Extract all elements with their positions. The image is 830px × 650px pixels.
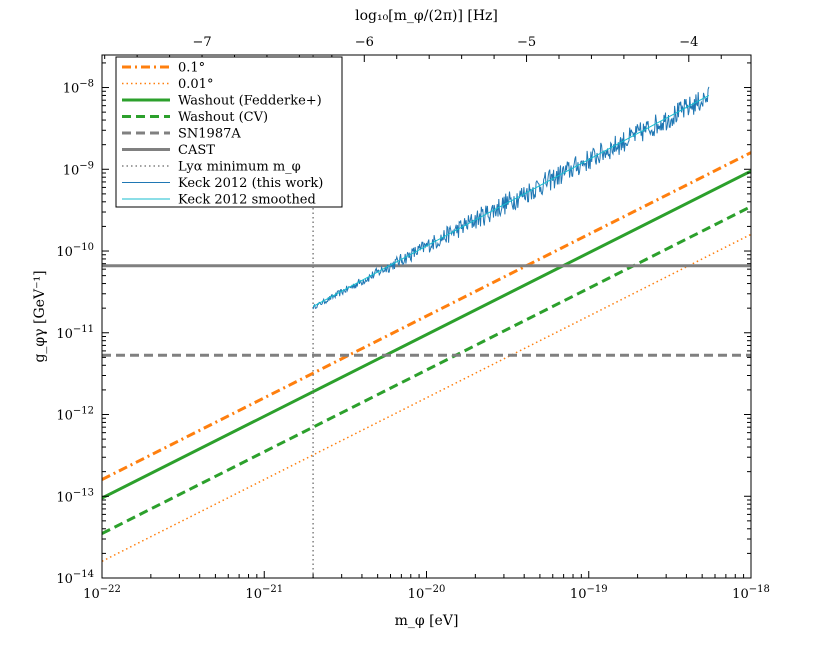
tick-exponent: −18	[749, 584, 770, 595]
series-keck-2012-smoothed	[312, 95, 710, 307]
series-keck-2012-this-work-	[312, 86, 710, 310]
tick-base: 10	[56, 409, 73, 424]
x-tick-label: 10−22	[83, 584, 121, 602]
top-tick-label: −4	[679, 35, 698, 50]
tick-base: 10	[56, 327, 73, 342]
tick-exponent: −12	[73, 406, 94, 417]
legend: 0.1°0.01° Washout (Fedderke+)Washout (CV)…	[115, 56, 343, 208]
legend-label: SN1987A	[178, 127, 241, 142]
series-layer	[102, 55, 751, 578]
x-tick-label: 10−20	[408, 584, 446, 602]
axis-labels: 10−22 10−21 10−20 10−19 10−1810−1410−1310−12…	[32, 8, 770, 629]
tick-exponent: −11	[73, 324, 94, 335]
legend-label: Washout (CV)	[178, 110, 268, 125]
tick-exponent: −13	[73, 487, 94, 498]
x-axis-label: m_φ [eV]	[395, 613, 459, 629]
y-axis-label: g_φγ [GeV⁻¹]	[32, 270, 48, 362]
top-axis-label: log₁₀[m_φ/(2π)] [Hz]	[355, 8, 498, 24]
legend-label: CAST	[178, 143, 215, 158]
plot-frame	[101, 54, 752, 579]
y-tick-label: 10−9	[63, 160, 94, 178]
tick-base: 10	[63, 82, 80, 97]
top-tick-label: −5	[517, 35, 536, 50]
tick-exponent: −10	[73, 242, 94, 253]
legend-label: 0.1°	[178, 61, 205, 76]
tick-base: 10	[83, 587, 100, 602]
series-washout-fedderke-	[102, 169, 751, 500]
y-tick-label: 10−11	[56, 324, 94, 342]
y-tick-label: 10−12	[56, 406, 94, 424]
ticks-layer	[101, 55, 752, 579]
tick-exponent: −19	[586, 584, 607, 595]
tick-base: 10	[56, 572, 73, 587]
series-0-1-	[102, 151, 751, 481]
tick-base: 10	[63, 163, 80, 178]
tick-exponent: −20	[424, 584, 445, 595]
x-tick-label: 10−21	[245, 584, 283, 602]
tick-exponent: −14	[73, 569, 94, 580]
series-0-01-	[102, 233, 751, 562]
legend-label: 0.01°	[178, 77, 213, 92]
x-tick-label: 10−19	[570, 584, 608, 602]
tick-exponent: −21	[262, 584, 283, 595]
tick-exponent: −8	[79, 79, 94, 90]
tick-base: 10	[570, 587, 587, 602]
top-tick-label: −7	[192, 35, 211, 50]
y-tick-label: 10−8	[63, 79, 94, 97]
legend-label: Lyα minimum m_φ	[178, 160, 301, 175]
tick-base: 10	[245, 587, 262, 602]
y-tick-label: 10−10	[56, 242, 94, 260]
series-washout-cv-	[102, 205, 751, 535]
y-tick-label: 10−14	[56, 569, 94, 587]
tick-base: 10	[56, 490, 73, 505]
tick-base: 10	[408, 587, 425, 602]
x-tick-label: 10−18	[732, 584, 770, 602]
tick-exponent: −22	[100, 584, 121, 595]
y-tick-label: 10−13	[56, 487, 94, 505]
legend-label: Washout (Fedderke+)	[178, 94, 322, 109]
legend-label: Keck 2012 smoothed	[178, 193, 316, 208]
tick-exponent: −9	[79, 160, 94, 171]
tick-base: 10	[732, 587, 749, 602]
tick-base: 10	[56, 245, 73, 260]
legend-label: Keck 2012 (this work)	[178, 176, 323, 191]
top-tick-label: −6	[355, 35, 374, 50]
